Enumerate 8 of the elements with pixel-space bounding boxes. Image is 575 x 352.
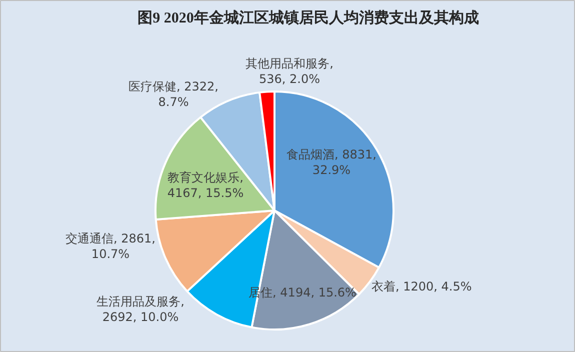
slice-label: 食品烟酒, 8831, 32.9% [286, 148, 376, 177]
slice-label: 衣着, 1200, 4.5% [372, 280, 472, 294]
slice-label: 教育文化娱乐, 4167, 15.5% [167, 170, 244, 200]
chart-title: 图9 2020年金城江区城镇居民人均消费支出及其构成 [138, 10, 479, 26]
slice-label: 交通通信, 2861, 10.7% [66, 232, 156, 261]
slice-label: 医疗保健, 2322, 8.7% [128, 80, 218, 109]
slice-label: 生活用品及服务, 2692, 10.0% [96, 294, 184, 324]
slice-label: 其他用品和服务, 536, 2.0% [246, 56, 334, 86]
